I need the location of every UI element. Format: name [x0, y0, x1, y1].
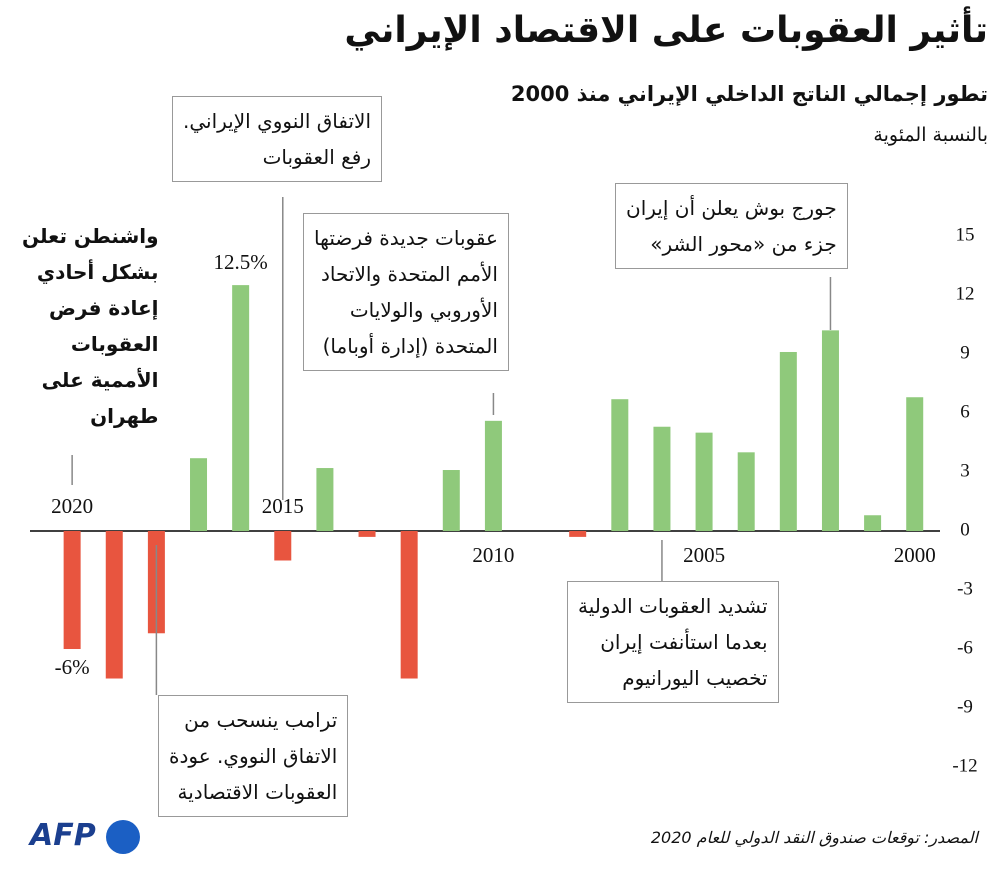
annotation: تشديد العقوبات الدولية بعدما استأنفت إيرا… — [567, 581, 779, 703]
bar — [864, 515, 882, 531]
logo: AFP — [30, 818, 96, 853]
y-tick-label: 3 — [960, 460, 970, 481]
bar — [737, 452, 755, 531]
y-tick-label: 12 — [956, 283, 975, 304]
annotation-line: العقوبات الاقتصادية — [177, 780, 338, 804]
bar — [906, 397, 924, 531]
bar — [569, 530, 587, 537]
bar — [316, 468, 334, 531]
bar — [695, 432, 713, 531]
bar — [779, 351, 797, 531]
bar — [821, 330, 839, 531]
annotation-line: الأمم المتحدة والاتحاد — [320, 262, 498, 286]
annotation-line: إعادة فرض — [49, 296, 159, 320]
bar — [63, 530, 81, 650]
annotation-line: الاتفاق النووي الإيراني. — [183, 109, 372, 133]
annotation: الاتفاق النووي الإيراني. رفع العقوبات — [172, 96, 383, 182]
annotation-line: رفع العقوبات — [262, 145, 372, 169]
value-label: -6% — [55, 655, 90, 679]
chart-subtitle: تطور إجمالي الناتج الداخلي الإيراني منذ … — [510, 82, 988, 106]
annotation-line: عقوبات جديدة فرضتها — [314, 226, 498, 250]
annotation-line: الاتفاق النووي. عودة — [169, 744, 338, 768]
value-label: 12.5% — [214, 250, 268, 274]
source: المصدر: توقعات صندوق النقد الدولي للعام … — [650, 828, 978, 847]
chart-title: تأثير العقوبات على الاقتصاد الإيراني — [344, 10, 988, 51]
annotation-line: جورج بوش يعلن أن إيران — [626, 196, 837, 220]
bar — [611, 399, 629, 531]
annotation-line: بشكل أحادي — [36, 260, 159, 284]
annotation: واشنطن تعلن بشكل أحادي إعادة فرض العقوبات ال… — [18, 218, 163, 434]
bar — [105, 530, 123, 679]
logo-dot — [106, 820, 140, 854]
annotation-line: المتحدة (إدارة أوباما) — [322, 334, 498, 358]
annotation-line: طهران — [90, 404, 159, 428]
bar — [190, 458, 208, 531]
annotation-line: العقوبات — [70, 332, 159, 356]
bar — [484, 420, 502, 531]
annotation-line: الأوروبي والولايات — [349, 298, 498, 322]
y-tick-label: 9 — [960, 342, 970, 363]
bar — [232, 285, 250, 531]
annotation-line: بعدما استأنفت إيران — [600, 630, 768, 654]
x-tick-label: 2000 — [894, 543, 936, 567]
y-tick-label: -12 — [952, 755, 977, 776]
annotation-line: جزء من «محور الشر» — [650, 232, 837, 256]
y-tick-label: -3 — [957, 578, 973, 599]
annotation: ترامب ينسحب من الاتفاق النووي. عودة العقوب… — [158, 695, 349, 817]
y-tick-label: 0 — [960, 519, 970, 540]
x-tick-label: 2020 — [51, 494, 93, 518]
annotation-line: تشديد العقوبات الدولية — [578, 594, 768, 618]
bar — [653, 426, 671, 531]
x-tick-label: 2010 — [472, 543, 514, 567]
annotation-line: واشنطن تعلن — [22, 224, 159, 248]
bar — [400, 530, 418, 679]
unit-label: بالنسبة المئوية — [873, 124, 988, 146]
annotation: جورج بوش يعلن أن إيران جزء من «محور الشر» — [615, 183, 848, 269]
y-tick-label: 6 — [960, 401, 970, 422]
y-tick-label: 15 — [956, 224, 975, 245]
annotation-line: تخصيب اليورانيوم — [622, 666, 768, 690]
x-tick-label: 2005 — [683, 543, 725, 567]
y-tick-label: -9 — [957, 696, 973, 717]
y-tick-label: -6 — [957, 637, 973, 658]
bar — [358, 530, 376, 537]
annotation-line: ترامب ينسحب من — [184, 708, 338, 732]
annotation-line: الأممية على — [41, 368, 159, 392]
annotation: عقوبات جديدة فرضتها الأمم المتحدة والاتحا… — [303, 213, 509, 371]
bar — [274, 530, 292, 561]
bar — [442, 470, 460, 531]
